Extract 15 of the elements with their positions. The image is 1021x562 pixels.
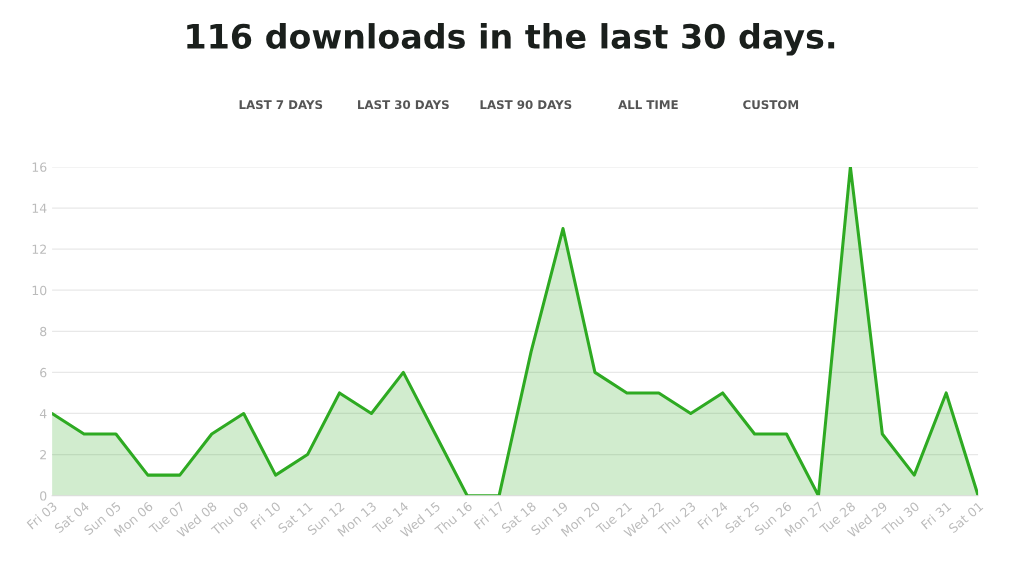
y-tick-label: 16 (32, 162, 47, 172)
text: ALL TIME (618, 100, 678, 109)
y-tick-label: 14 (32, 203, 47, 213)
text: LAST 90 DAYS (480, 100, 572, 110)
text: LAST 7 DAYS (239, 100, 323, 110)
y-tick-label: 6 (40, 367, 47, 378)
y-tick-label: 0 (40, 491, 47, 501)
y-tick-label: 2 (40, 450, 46, 460)
y-tick-label: 12 (32, 244, 46, 254)
text: LAST 30 DAYS (358, 100, 449, 110)
y-tick-label: 4 (39, 409, 47, 419)
chart-title: 116 downloads in the last 30 days. (187, 23, 835, 56)
text: CUSTOM (743, 100, 799, 110)
y-tick-label: 8 (40, 326, 47, 337)
y-tick-label: 10 (32, 285, 47, 296)
